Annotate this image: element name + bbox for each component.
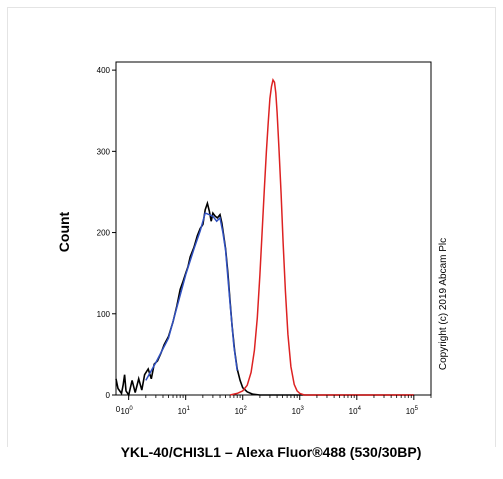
y-tick-label: 200 xyxy=(97,229,111,238)
figure-frame xyxy=(7,7,496,447)
x-tick-label: 104 xyxy=(349,406,362,416)
y-tick-label: 400 xyxy=(97,66,111,75)
y-tick-label: 300 xyxy=(97,147,111,156)
y-axis-label: Count xyxy=(56,211,72,252)
y-tick-label: 100 xyxy=(97,310,111,319)
x-tick-label: 103 xyxy=(292,406,305,416)
x-tick-label: 105 xyxy=(406,406,419,416)
x-axis-ticks: 100 101 102 103 104 105 0 xyxy=(116,395,432,416)
x-tick-label: 101 xyxy=(178,406,191,416)
copyright-annotation: Copyright (c) 2019 Abcam Plc xyxy=(438,238,449,370)
x-axis-label: YKL-40/CHI3L1 – Alexa Fluor®488 (530/30B… xyxy=(121,444,422,460)
series-line-3 xyxy=(229,77,414,396)
series-line-1 xyxy=(115,200,414,397)
y-axis-ticks: 0 100 200 300 400 xyxy=(97,66,116,400)
x-tick-label-zero: 0 xyxy=(116,405,121,414)
series-layer xyxy=(115,77,414,397)
y-tick-label: 0 xyxy=(106,391,111,400)
x-tick-label: 100 xyxy=(121,406,134,416)
series-line-2 xyxy=(145,212,238,381)
x-tick-label: 102 xyxy=(235,406,248,416)
